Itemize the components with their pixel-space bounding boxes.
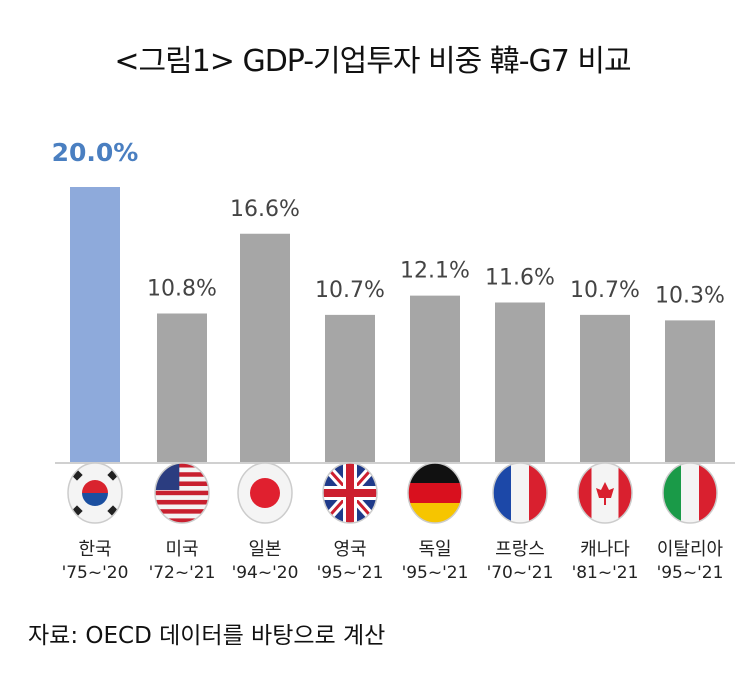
category-label: 영국 (333, 539, 366, 560)
data-label: 16.6% (230, 197, 300, 222)
category-label: 한국 (78, 539, 111, 560)
category-label: 이탈리아 (657, 539, 724, 560)
bar-6 (580, 314, 630, 462)
period-label: '72~'21 (149, 563, 216, 583)
uk-flag-icon (322, 462, 378, 524)
italy-flag-icon (662, 462, 718, 524)
data-label: 10.7% (570, 278, 640, 303)
period-label: '75~'20 (62, 563, 129, 583)
chart-title: <그림1> GDP-기업투자 비중 韓-G7 비교 (114, 44, 631, 79)
data-label: 12.1% (400, 259, 470, 284)
bar-7 (665, 320, 715, 462)
period-label: '95~'21 (402, 563, 469, 583)
category-label: 캐나다 (580, 539, 630, 560)
bar-2 (240, 233, 290, 462)
korea-flag-icon (67, 462, 123, 524)
germany-flag-icon (407, 462, 463, 524)
category-label: 독일 (418, 539, 451, 560)
period-label: '81~'21 (572, 563, 639, 583)
usa-flag-icon (154, 462, 210, 524)
period-label: '95~'21 (317, 563, 384, 583)
bar-3 (325, 314, 375, 462)
france-flag-icon (492, 462, 548, 524)
bar-0 (70, 187, 120, 462)
category-label: 미국 (165, 539, 198, 560)
category-label: 프랑스 (495, 539, 545, 560)
japan-flag-icon (237, 462, 293, 524)
data-label: 10.8% (147, 277, 217, 302)
data-label: 20.0% (52, 138, 139, 167)
source-note: 자료: OECD 데이터를 바탕으로 계산 (28, 623, 386, 649)
data-label: 10.3% (655, 283, 725, 308)
bar-1 (157, 313, 207, 462)
period-label: '70~'21 (487, 563, 554, 583)
data-label: 10.7% (315, 278, 385, 303)
canada-flag-icon (577, 462, 633, 524)
bar-4 (410, 295, 460, 462)
period-label: '94~'20 (232, 563, 299, 583)
period-label: '95~'21 (657, 563, 724, 583)
category-label: 일본 (248, 539, 281, 560)
bar-5 (495, 302, 545, 462)
data-label: 11.6% (485, 266, 555, 291)
